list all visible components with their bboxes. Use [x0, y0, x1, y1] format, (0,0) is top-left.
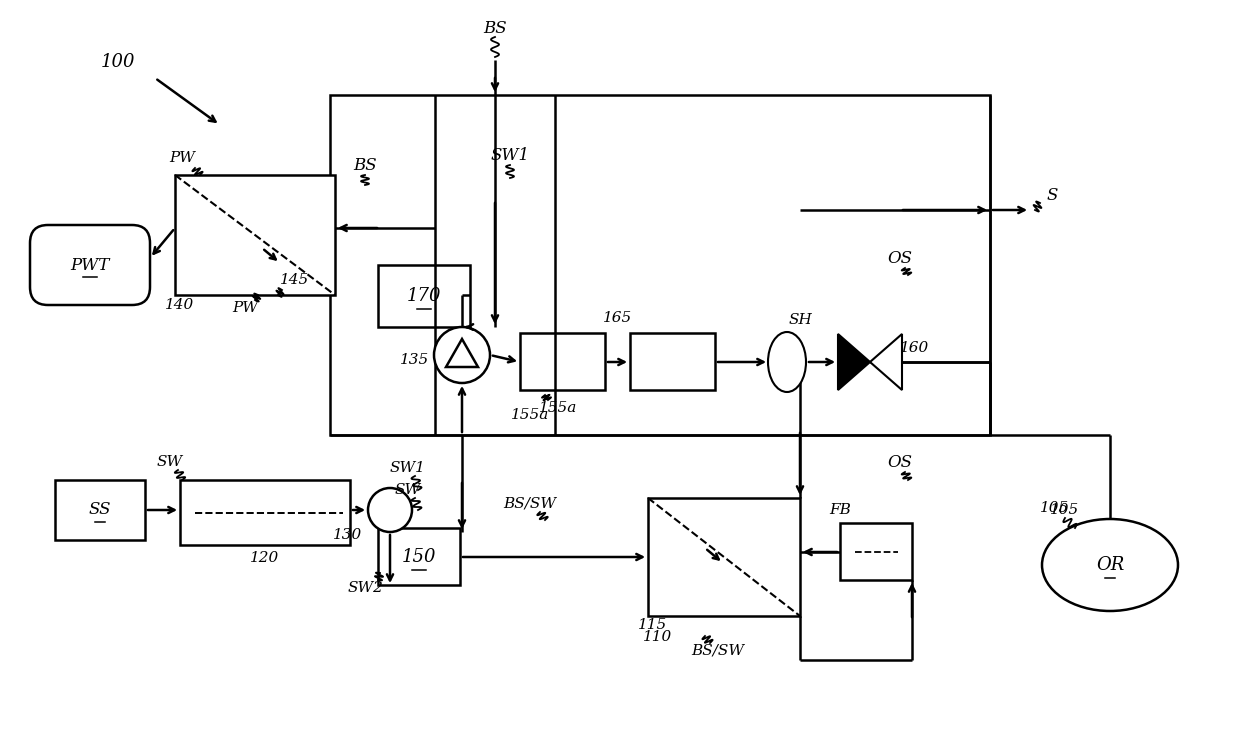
Text: 170: 170 — [407, 287, 441, 305]
Bar — [330, 95, 990, 435]
Text: 115: 115 — [639, 618, 667, 632]
Circle shape — [368, 488, 412, 532]
Ellipse shape — [768, 332, 806, 392]
Text: SW2: SW2 — [347, 581, 383, 595]
Text: OS: OS — [888, 249, 913, 266]
Text: 140: 140 — [165, 298, 195, 312]
Polygon shape — [870, 334, 901, 390]
Text: BS/SW: BS/SW — [692, 643, 744, 657]
Bar — [180, 480, 350, 545]
Text: 120: 120 — [250, 551, 280, 565]
Text: SW: SW — [157, 455, 184, 469]
Bar — [55, 480, 145, 540]
Bar — [630, 333, 715, 390]
Ellipse shape — [1042, 519, 1178, 611]
Circle shape — [434, 327, 490, 383]
FancyBboxPatch shape — [30, 225, 150, 305]
Text: BS/SW: BS/SW — [503, 496, 557, 510]
Bar — [520, 333, 605, 390]
Text: 150: 150 — [402, 548, 436, 566]
Text: 100: 100 — [100, 53, 135, 71]
Text: S: S — [1047, 187, 1058, 204]
Text: OS: OS — [888, 454, 913, 470]
Text: PW: PW — [169, 151, 195, 165]
Text: BS: BS — [353, 156, 377, 173]
Text: FB: FB — [830, 503, 851, 517]
Text: SH: SH — [789, 313, 812, 327]
Bar — [839, 523, 911, 580]
Text: 105: 105 — [1040, 501, 1070, 515]
Text: 145: 145 — [280, 273, 310, 287]
Bar — [378, 528, 460, 585]
Bar — [378, 265, 470, 327]
Bar — [175, 175, 335, 295]
Text: 155a: 155a — [511, 408, 549, 422]
Text: 155a: 155a — [539, 401, 577, 415]
Text: SW1: SW1 — [391, 461, 425, 475]
Text: 160: 160 — [900, 341, 930, 355]
Text: 110: 110 — [644, 630, 672, 644]
Text: SS: SS — [89, 501, 112, 519]
Text: BS: BS — [484, 19, 507, 36]
Bar — [649, 498, 800, 616]
Text: SW: SW — [394, 483, 422, 497]
Polygon shape — [838, 334, 870, 390]
Text: SW1: SW1 — [491, 147, 529, 164]
Text: 135: 135 — [401, 353, 429, 367]
Text: 165: 165 — [604, 311, 632, 325]
Text: PWT: PWT — [71, 257, 109, 274]
Text: PW: PW — [232, 301, 258, 315]
Text: 105: 105 — [1050, 503, 1080, 517]
Text: OR: OR — [1096, 556, 1125, 574]
Text: 130: 130 — [334, 528, 362, 542]
